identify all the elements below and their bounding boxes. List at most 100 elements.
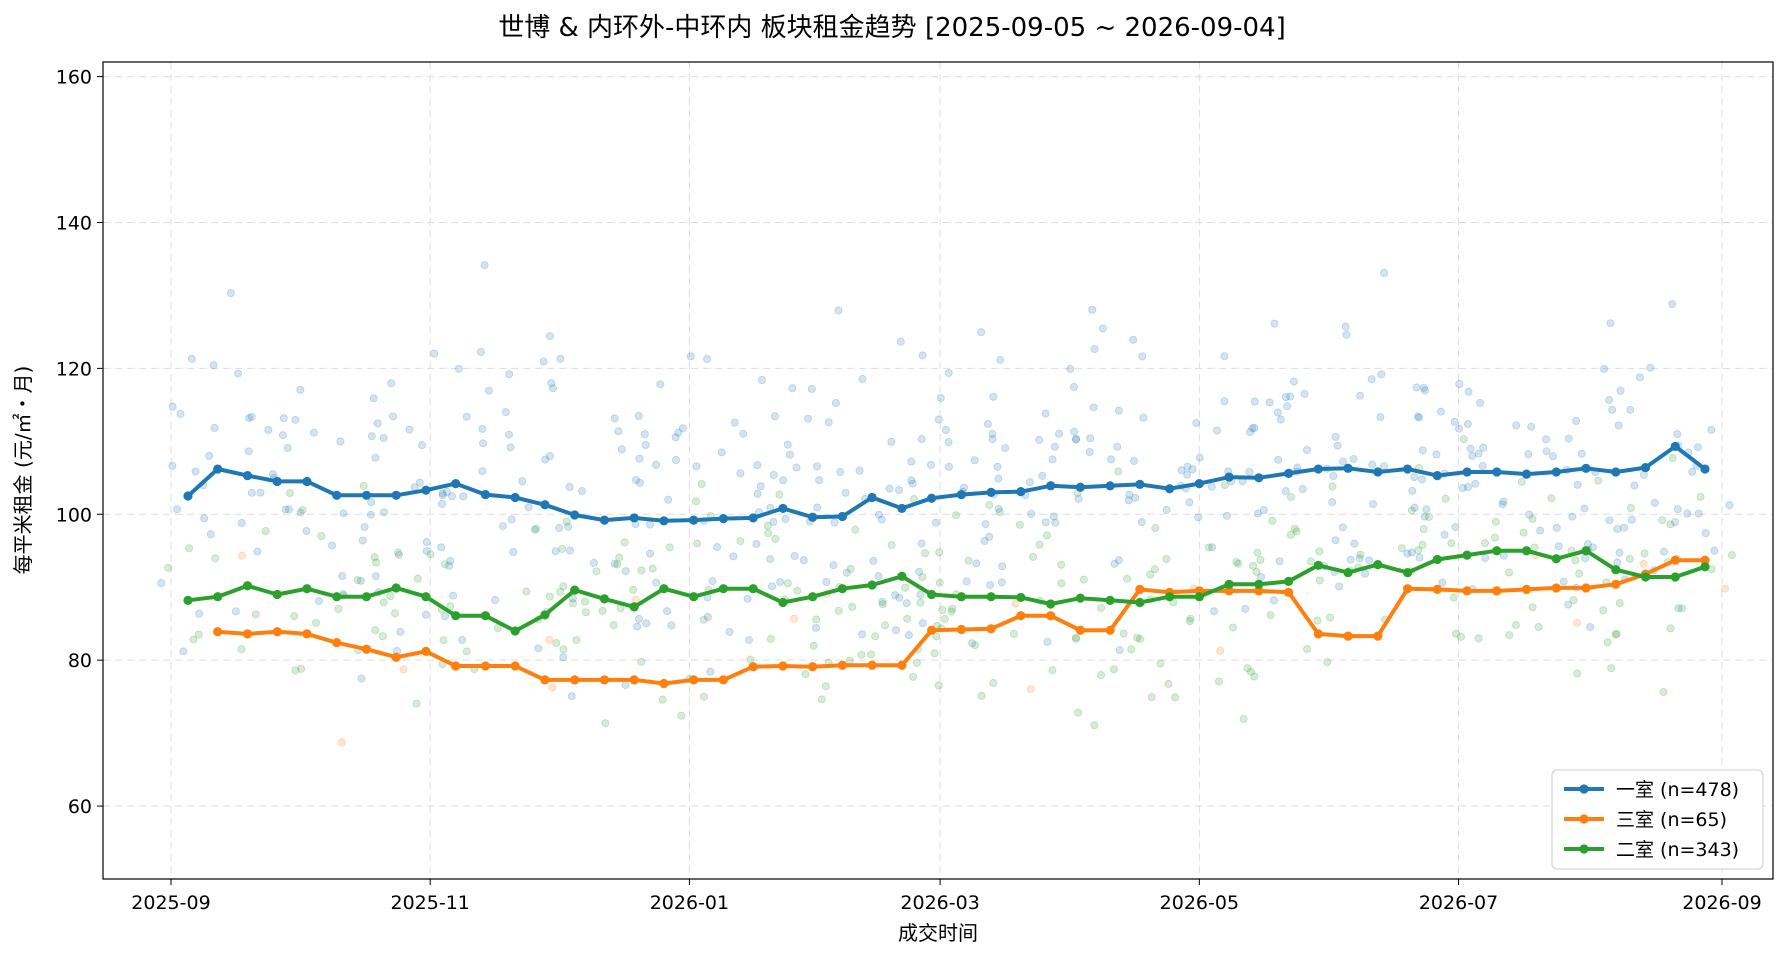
scatter-point — [226, 289, 235, 298]
scatter-point — [951, 511, 960, 520]
scatter-point — [1315, 576, 1324, 585]
scatter-point — [1253, 548, 1262, 557]
data-point — [659, 516, 669, 526]
scatter-point — [1620, 523, 1629, 532]
scatter-point — [834, 306, 843, 315]
scatter-point — [799, 556, 808, 565]
scatter-point — [442, 487, 451, 496]
scatter-point — [1124, 496, 1133, 505]
scatter-point — [1326, 613, 1335, 622]
scatter-point — [730, 418, 739, 427]
data-point — [927, 493, 937, 503]
data-point — [361, 592, 372, 602]
scatter-point — [1658, 516, 1667, 525]
scatter-point — [1270, 319, 1279, 328]
data-point — [421, 485, 431, 495]
data-point — [1016, 611, 1026, 621]
scatter-point — [1041, 518, 1050, 527]
data-point — [510, 492, 520, 503]
scatter-point — [1586, 623, 1595, 632]
scatter-point — [944, 368, 953, 377]
y-tick-label: 100 — [56, 504, 92, 526]
scatter-point — [1125, 490, 1134, 499]
scatter-point — [775, 490, 784, 499]
scatter-point — [986, 581, 995, 590]
scatter-point — [944, 462, 953, 471]
scatter-point — [366, 510, 375, 519]
scatter-point — [1355, 554, 1364, 563]
data-point — [629, 675, 639, 685]
scatter-point — [1528, 603, 1537, 612]
data-point — [540, 675, 550, 685]
scatter-point — [1536, 526, 1545, 535]
scatter-point — [1127, 645, 1136, 654]
scatter-point — [559, 582, 568, 591]
scatter-point — [1241, 604, 1250, 613]
data-point — [689, 675, 699, 685]
scatter-point — [830, 518, 839, 527]
scatter-point — [1666, 520, 1675, 529]
scatter-point — [926, 460, 935, 469]
scatter-point — [1463, 420, 1472, 429]
scatter-point — [1455, 379, 1464, 388]
scatter-point — [379, 598, 388, 607]
scatter-point — [387, 379, 396, 388]
data-point — [1492, 467, 1502, 477]
scatter-point — [1361, 569, 1370, 578]
scatter-point — [1720, 584, 1729, 593]
scatter-point — [771, 534, 780, 543]
scatter-point — [851, 525, 860, 534]
scatter-point — [1451, 523, 1460, 532]
data-point — [183, 595, 193, 605]
scatter-point — [1694, 509, 1703, 518]
scatter-point — [902, 599, 911, 608]
data-point — [629, 602, 639, 612]
scatter-point — [339, 509, 348, 518]
scatter-point — [1376, 413, 1385, 422]
scatter-point — [918, 351, 927, 360]
scatter-point — [743, 594, 752, 603]
scatter-point — [1418, 541, 1427, 550]
scatter-point — [621, 567, 630, 576]
scatter-point — [1408, 486, 1417, 495]
scatter-point — [1088, 305, 1097, 314]
scatter-point — [1265, 398, 1274, 407]
data-point — [1046, 481, 1056, 491]
data-point — [778, 597, 788, 608]
scatter-point — [1480, 539, 1489, 548]
scatter-point — [753, 461, 762, 470]
scatter-point — [1328, 482, 1337, 491]
scatter-point — [713, 543, 722, 552]
scatter-point — [501, 408, 510, 417]
scatter-point — [1614, 421, 1623, 430]
data-point — [808, 512, 818, 522]
data-point — [1611, 579, 1621, 589]
scatter-point — [658, 695, 667, 704]
scatter-point — [353, 576, 362, 585]
scatter-point — [637, 657, 646, 666]
series-line — [186, 548, 1707, 633]
scatter-point — [693, 539, 702, 548]
data-point — [1402, 568, 1413, 578]
scatter-point — [1281, 393, 1290, 402]
scatter-point — [314, 597, 323, 606]
scatter-point — [559, 645, 568, 654]
scatter-point — [1098, 324, 1107, 333]
data-point — [956, 489, 966, 500]
scatter-point — [746, 655, 755, 664]
scatter-point — [789, 614, 798, 623]
scatter-point — [629, 585, 638, 594]
scatter-point — [1599, 606, 1608, 615]
scatter-point — [700, 692, 709, 701]
scatter-point — [1420, 386, 1429, 395]
scatter-point — [1220, 481, 1229, 490]
scatter-point — [783, 440, 792, 449]
scatter-point — [522, 587, 531, 596]
scatter-point — [1289, 377, 1298, 386]
scatter-point — [1505, 631, 1514, 640]
scatter-point — [970, 456, 979, 465]
data-point — [986, 624, 996, 634]
scatter-point — [885, 484, 894, 493]
scatter-point — [244, 414, 253, 423]
scatter-point — [238, 551, 247, 560]
